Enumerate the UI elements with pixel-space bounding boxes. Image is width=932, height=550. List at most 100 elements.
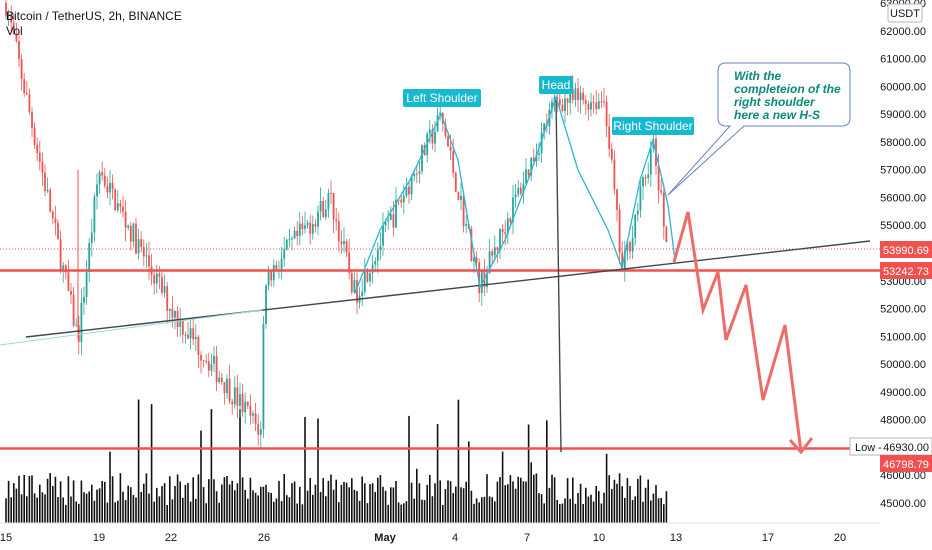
candle-body [587,103,590,110]
x-tick-label: 7 [524,532,530,544]
candle-body [600,101,603,103]
volume-bar [517,476,519,523]
volume-bar [15,488,18,523]
volume-bar [140,491,142,523]
volume-bar [200,430,202,523]
right-shoulder-badge[interactable]: Right Shoulder [612,117,694,135]
candle-body [25,93,28,95]
head-vertical-line[interactable] [555,96,562,453]
candle-body [478,262,481,294]
volume-bar [613,479,616,523]
y-tick-label: 56000.00 [880,192,926,204]
volume-bar [236,483,239,523]
candle-body [98,172,101,185]
volume-bar [49,473,51,523]
volume-bar [278,480,280,523]
symbol-title: Bitcoin / TetherUS, 2h, BINANCE [6,9,182,23]
volume-bar [434,483,436,523]
volume-bar [416,468,418,523]
volume-bar [166,504,168,523]
volume-bar [509,475,512,523]
left-shoulder-badge[interactable]: Left Shoulder [403,89,481,107]
candle-body [527,169,530,176]
candle-body [366,269,369,282]
candle-body [514,194,517,198]
volume-bar [338,502,340,523]
candle-body [135,223,137,254]
time-axis[interactable]: 15 19 22 26 May 4 7 10 13 17 20 [0,532,846,544]
volume-bar [137,399,140,523]
candle-body [657,166,660,191]
volume-bar [150,404,153,523]
candle-body [504,232,507,234]
candle-body [408,186,410,195]
projected-path[interactable] [672,211,803,453]
time-axis-background [0,523,932,550]
y-tick-label: 62000.00 [880,26,926,38]
volume-bar [72,480,75,523]
volume-bar [663,504,665,523]
volume-bar [455,486,457,523]
volume-bar [481,497,483,523]
candle-body [231,401,234,405]
candle-body [376,249,379,261]
volume-bar [348,487,350,523]
low-text: Low [855,442,875,454]
volume-bar [351,478,353,523]
bottom-level-value: 46798.79 [883,459,929,471]
volume-bar [382,486,384,523]
candle-body [335,219,338,221]
volume-bar [101,480,103,523]
candle-body [103,175,106,186]
candle-body [72,294,75,326]
volume-bar [109,451,111,523]
candle-body [540,132,543,154]
last-price-tag: 53990.69 [880,241,932,258]
volume-bar [5,498,7,523]
candle-body [486,272,488,288]
candle-body [265,285,267,325]
candle-body [324,209,327,218]
volume-bar [369,484,371,523]
currency-badge[interactable]: USDT [887,3,923,23]
candle-body [387,219,390,222]
volume-label: Vol [6,24,23,38]
volume-bar [499,477,501,523]
candle-body [233,387,236,405]
volume-bar [488,496,491,523]
trendline[interactable] [25,240,871,338]
candle-body [293,230,296,239]
volume-bar [405,501,408,523]
candle-body [244,401,247,413]
volume-bar [603,492,605,523]
volume-bar [574,503,577,523]
candle-body [618,209,621,253]
x-tick-label: 26 [258,532,270,544]
volume-bar [31,475,33,523]
volume-bar [148,493,150,523]
head-shoulders-pattern[interactable] [354,94,676,294]
candle-body [525,169,527,184]
x-tick-label: 4 [452,532,458,544]
candle-body [166,286,169,311]
candle-body [634,214,637,238]
candle-body [361,291,364,296]
volume-bar [296,503,298,523]
volume-bar [187,482,189,523]
x-tick-label: 22 [165,532,177,544]
candle-body [379,245,382,250]
candle-body [631,237,634,252]
candle-body [148,255,150,267]
head-badge[interactable]: Head [539,76,573,94]
volume-bar [210,409,213,523]
candle-body [31,112,33,128]
callout-note[interactable]: With the completeion of the right should… [667,62,851,196]
volume-bar [93,500,96,523]
volume-bar [384,490,387,523]
candle-body [202,360,205,362]
volume-bar [657,498,660,523]
volume-bar [413,498,415,523]
candle-body [298,223,301,237]
candle-body [665,226,668,242]
